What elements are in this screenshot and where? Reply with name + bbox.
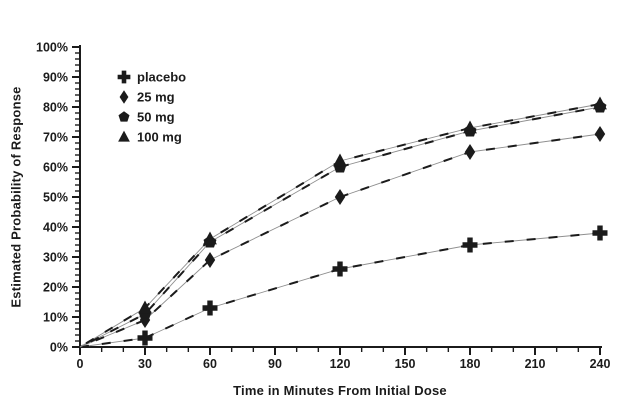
x-tick-label: 210 <box>525 357 546 371</box>
triangle-icon <box>138 300 152 314</box>
y-tick-label: 80% <box>43 101 68 115</box>
legend-label: placebo <box>137 70 186 85</box>
y-tick-label: 90% <box>43 71 68 85</box>
diamond-icon <box>204 252 216 268</box>
triangle-icon <box>333 153 347 167</box>
x-tick-label: 120 <box>330 357 351 371</box>
triangle-icon <box>593 96 607 110</box>
y-tick-label: 30% <box>43 251 68 265</box>
triangle-icon <box>203 231 217 245</box>
diamond-icon <box>334 189 346 205</box>
series-line-placebo <box>79 232 601 348</box>
plus-icon <box>137 330 153 346</box>
y-tick-label: 50% <box>43 191 68 205</box>
legend-label: 50 mg <box>137 110 175 125</box>
legend-plus-icon <box>117 70 131 84</box>
legend-triangle-icon <box>118 130 130 142</box>
diamond-icon <box>594 126 606 142</box>
triangle-icon <box>463 120 477 134</box>
y-tick-label: 0% <box>50 341 68 355</box>
series-line-50-mg <box>79 106 601 348</box>
x-tick-label: 0 <box>77 357 84 371</box>
x-tick-label: 90 <box>268 357 282 371</box>
plus-icon <box>462 237 478 253</box>
plus-icon <box>202 300 218 316</box>
series-line-25-mg <box>79 133 601 348</box>
x-tick-label: 180 <box>460 357 481 371</box>
diamond-icon <box>464 144 476 160</box>
legend-label: 25 mg <box>137 90 175 105</box>
y-tick-label: 40% <box>43 221 68 235</box>
y-tick-label: 60% <box>43 161 68 175</box>
legend-diamond-icon <box>119 90 129 104</box>
y-tick-label: 100% <box>36 41 68 55</box>
x-tick-label: 60 <box>203 357 217 371</box>
plus-icon <box>592 225 608 241</box>
plus-icon <box>332 261 348 277</box>
x-axis-title: Time in Minutes From Initial Dose <box>233 383 447 398</box>
legend-pentagon-icon <box>118 111 130 122</box>
series-underline-placebo <box>79 232 601 348</box>
x-tick-label: 150 <box>395 357 416 371</box>
y-axis-title: Estimated Probability of Response <box>8 86 24 308</box>
y-tick-label: 20% <box>43 281 68 295</box>
diamond-icon <box>139 312 151 328</box>
y-tick-label: 10% <box>43 311 68 325</box>
y-tick-label: 70% <box>43 131 68 145</box>
legend-label: 100 mg <box>137 130 182 145</box>
x-tick-label: 240 <box>590 357 611 371</box>
series-underline-100-mg <box>79 103 601 348</box>
x-tick-label: 30 <box>138 357 152 371</box>
